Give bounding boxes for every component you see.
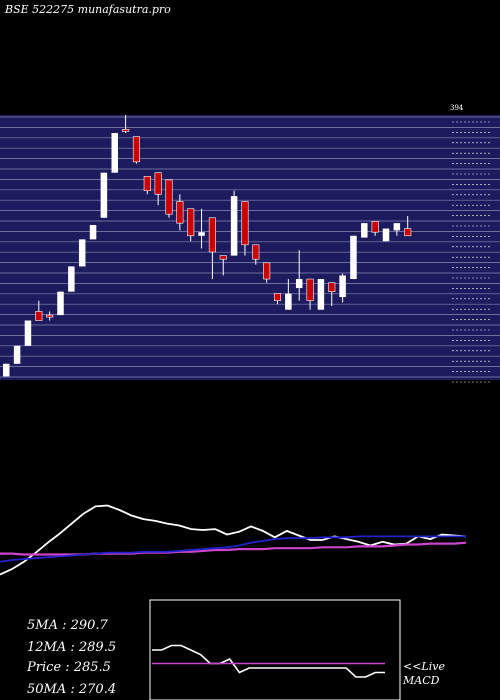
candle-body bbox=[241, 201, 249, 246]
ma50-readout: 50MA : 270.4 bbox=[27, 682, 116, 697]
candle-body bbox=[263, 262, 271, 280]
candle-body bbox=[273, 293, 282, 301]
candle bbox=[339, 273, 346, 303]
candle-body bbox=[328, 282, 336, 292]
candle bbox=[361, 223, 368, 238]
candle-body bbox=[122, 129, 130, 132]
candle bbox=[165, 179, 173, 218]
candle-body bbox=[89, 224, 97, 240]
candle bbox=[317, 279, 325, 310]
candle bbox=[176, 194, 184, 231]
candle-body bbox=[339, 275, 346, 298]
candle bbox=[295, 250, 303, 301]
candle-body bbox=[306, 278, 314, 301]
candle-body bbox=[393, 223, 401, 231]
moving-average-panel bbox=[0, 504, 467, 576]
candle-body bbox=[208, 217, 216, 253]
candle-body bbox=[154, 172, 162, 195]
ma12-readout: 12MA : 289.5 bbox=[27, 640, 116, 655]
candle bbox=[208, 217, 216, 280]
macd-panel bbox=[149, 599, 401, 700]
candle bbox=[68, 266, 75, 292]
candle-body bbox=[230, 196, 238, 256]
candle bbox=[241, 201, 249, 256]
candle bbox=[273, 293, 282, 305]
price-grid bbox=[0, 116, 500, 378]
top-tick-label: 394 bbox=[450, 104, 464, 112]
candle bbox=[24, 320, 32, 346]
macd-label: MACD bbox=[402, 674, 440, 687]
candle bbox=[285, 279, 292, 310]
candle bbox=[100, 172, 108, 218]
candle bbox=[89, 224, 97, 240]
candle-body bbox=[46, 314, 54, 318]
candle-body bbox=[165, 179, 173, 215]
macd-box bbox=[149, 599, 401, 700]
price-readout: Price : 285.5 bbox=[26, 660, 111, 675]
candle bbox=[252, 244, 260, 265]
header-label: BSE 522275 munafasutra.pro bbox=[4, 3, 171, 16]
candle bbox=[219, 255, 227, 276]
candle bbox=[111, 133, 118, 173]
candle bbox=[393, 223, 401, 236]
candle-body bbox=[78, 239, 86, 267]
candle bbox=[187, 208, 195, 242]
macd-lines bbox=[152, 644, 385, 678]
candle-body bbox=[35, 311, 43, 321]
candle bbox=[306, 278, 314, 310]
candle-body bbox=[361, 223, 368, 238]
candle-body bbox=[187, 208, 195, 237]
candle bbox=[382, 228, 390, 242]
candle bbox=[371, 221, 379, 236]
candle bbox=[122, 115, 130, 134]
live-label: <<Live bbox=[403, 660, 445, 673]
candle bbox=[350, 235, 357, 280]
candle-body bbox=[198, 232, 205, 236]
candle bbox=[78, 239, 86, 267]
candle bbox=[154, 172, 162, 206]
ma5-readout: 5MA : 290.7 bbox=[27, 618, 109, 633]
candle-body bbox=[371, 221, 379, 233]
candle bbox=[263, 262, 271, 283]
candle bbox=[57, 291, 64, 316]
macd-line bbox=[152, 644, 385, 678]
candle-body bbox=[132, 136, 140, 163]
candle-body bbox=[143, 175, 151, 192]
candle-body bbox=[24, 320, 32, 346]
price-tick-labels: 394 bbox=[450, 104, 490, 383]
candle-body bbox=[68, 266, 75, 292]
candle bbox=[132, 136, 140, 164]
price-panel-background bbox=[0, 115, 500, 380]
stats-block: 5MA : 290.7 12MA : 289.5 Price : 285.5 5… bbox=[26, 618, 116, 697]
candle-body bbox=[100, 172, 108, 218]
candle-body bbox=[13, 345, 21, 364]
ma-mid-line bbox=[0, 535, 466, 563]
candle-body bbox=[176, 201, 184, 224]
candle-body bbox=[295, 279, 303, 289]
candle-body bbox=[252, 244, 260, 260]
candle bbox=[328, 282, 336, 307]
candle-body bbox=[404, 228, 412, 237]
candle-body bbox=[285, 293, 292, 310]
candle-body bbox=[317, 279, 325, 310]
candle bbox=[35, 300, 43, 321]
candle-body bbox=[219, 255, 227, 260]
candlestick-series bbox=[3, 115, 412, 377]
price-line bbox=[0, 504, 467, 576]
candle bbox=[3, 363, 10, 377]
candle bbox=[13, 345, 21, 364]
candle bbox=[143, 175, 151, 195]
candle-body bbox=[57, 291, 64, 316]
candle-body bbox=[350, 235, 357, 280]
price-panel: 394 bbox=[0, 104, 500, 383]
candle bbox=[230, 190, 238, 256]
candle-body bbox=[3, 363, 10, 377]
candle bbox=[46, 311, 54, 321]
candle bbox=[404, 215, 412, 237]
candle bbox=[198, 208, 205, 249]
candle-body bbox=[382, 228, 390, 242]
candle-body bbox=[111, 133, 118, 173]
